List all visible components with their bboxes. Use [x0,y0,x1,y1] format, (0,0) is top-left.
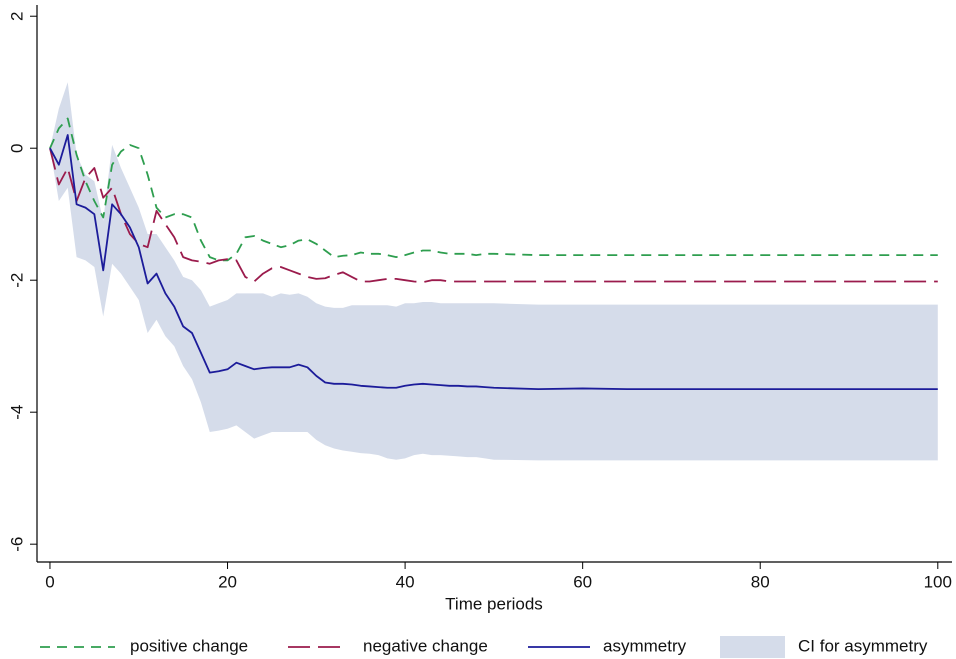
y-tick-label: -2 [7,273,26,288]
legend-label: positive change [130,636,248,655]
ci-band [49,82,938,461]
x-tick-label: 80 [751,572,770,591]
x-tick-label: 20 [218,572,237,591]
x-tick-label: 40 [396,572,415,591]
line-series [49,117,938,262]
line-series [49,134,938,390]
y-tick-label: -6 [7,537,26,552]
line-series [49,147,938,284]
x-tick-label: 100 [924,572,952,591]
y-tick-label: 2 [7,11,26,20]
legend-swatch [720,636,785,658]
y-tick-label: -4 [7,405,26,420]
legend-label: asymmetry [603,636,687,655]
y-tick-label: 0 [7,143,26,152]
legend-label: CI for asymmetry [798,636,928,655]
x-tick-label: 60 [573,572,592,591]
x-tick-label: 0 [45,572,54,591]
x-axis-label: Time periods [445,594,543,613]
legend-label: negative change [363,636,488,655]
